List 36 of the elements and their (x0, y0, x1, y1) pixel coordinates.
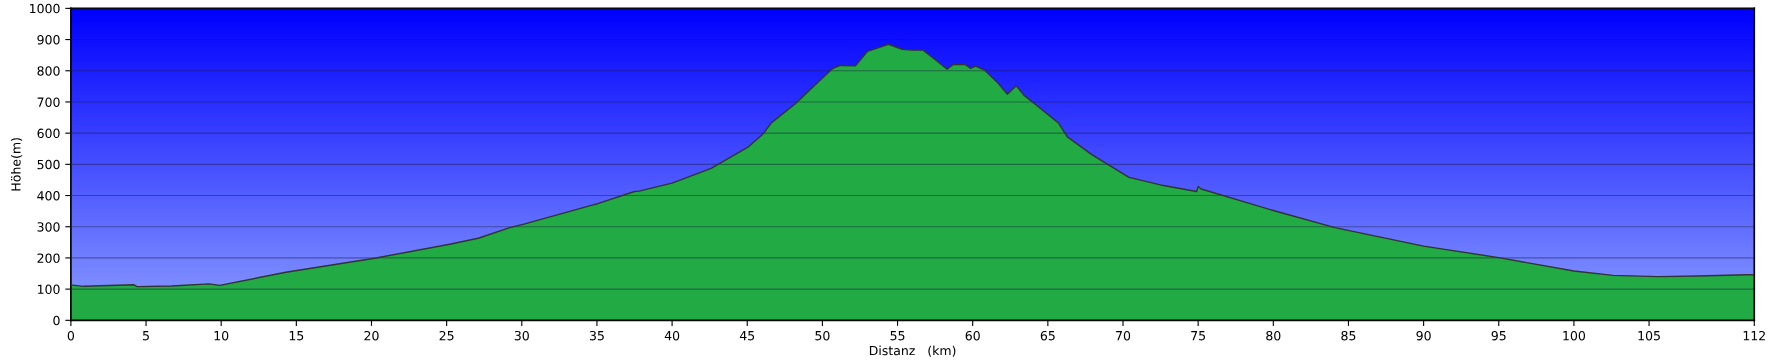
y-axis-title: Höhe(m) (11, 138, 23, 191)
x-tick-label: 45 (739, 331, 755, 341)
x-tick-label: 112 (1743, 330, 1765, 341)
y-tick-label: 100 (37, 284, 60, 295)
x-tick-label: 60 (965, 330, 980, 341)
x-tick-label: 10 (214, 330, 229, 341)
y-tick-label: 400 (37, 191, 60, 201)
x-tick-label: 50 (815, 330, 830, 341)
x-tick-label: 100 (1563, 330, 1586, 341)
y-tick-label: 1000 (30, 3, 60, 14)
x-tick-label: 20 (364, 330, 379, 341)
x-tick-label: 90 (1416, 330, 1431, 341)
x-tick-label: 25 (439, 330, 454, 341)
x-tick-label: 0 (67, 330, 75, 341)
x-axis-title: Distanz (km) (869, 345, 956, 357)
y-tick-label: 300 (37, 222, 60, 232)
x-tick-label: 35 (589, 330, 604, 341)
y-tick-label: 700 (37, 97, 60, 107)
x-tick-label: 55 (890, 331, 905, 341)
x-tick-label: 80 (1266, 330, 1281, 341)
x-tick-label: 85 (1341, 330, 1356, 341)
y-tick-label: 0 (53, 315, 60, 326)
y-tick-label: 200 (37, 253, 60, 263)
x-tick-label: 5 (143, 331, 149, 341)
y-tick-label: 500 (37, 159, 60, 170)
y-tick-label: 900 (37, 35, 60, 45)
x-tick-label: 70 (1116, 330, 1131, 341)
x-tick-label: 95 (1491, 330, 1506, 341)
x-tick-label: 15 (289, 331, 304, 341)
x-tick-label: 30 (514, 330, 529, 341)
x-tick-label: 75 (1191, 331, 1206, 341)
y-tick-label: 800 (37, 66, 60, 76)
x-tick-label: 65 (1040, 330, 1055, 341)
x-tick-label: 105 (1638, 330, 1660, 341)
x-tick-label: 40 (664, 330, 680, 341)
y-tick-label: 600 (37, 128, 60, 139)
